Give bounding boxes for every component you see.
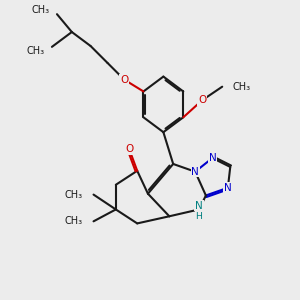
Text: N: N — [191, 167, 199, 177]
Text: N: N — [224, 183, 232, 193]
Text: H: H — [196, 212, 202, 221]
Text: N: N — [195, 201, 203, 211]
Text: O: O — [120, 75, 128, 85]
Text: O: O — [125, 144, 133, 154]
Text: N: N — [208, 153, 216, 163]
Text: CH₃: CH₃ — [32, 5, 50, 15]
Text: CH₃: CH₃ — [26, 46, 44, 56]
Text: CH₃: CH₃ — [65, 190, 83, 200]
Text: CH₃: CH₃ — [65, 216, 83, 226]
Text: O: O — [198, 95, 206, 105]
Text: CH₃: CH₃ — [232, 82, 251, 92]
